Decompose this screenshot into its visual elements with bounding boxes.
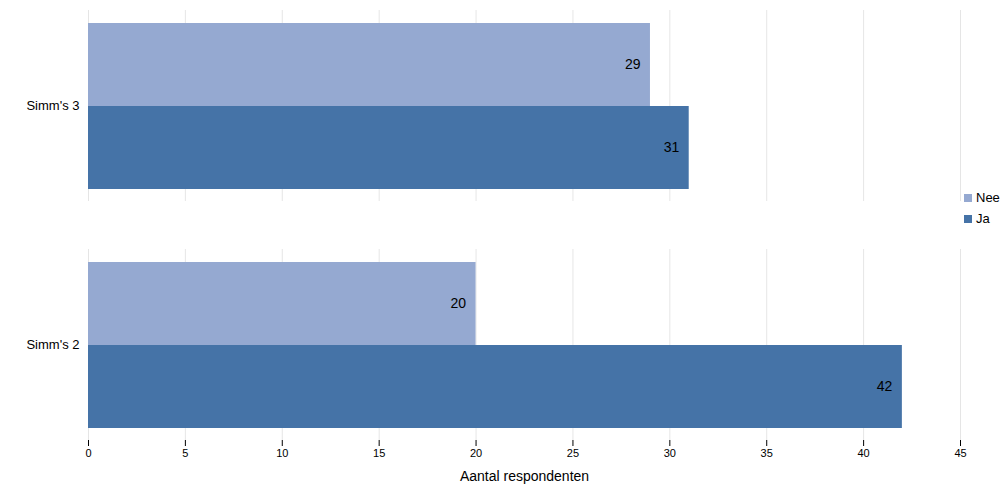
svg-text:42: 42 [877, 378, 893, 394]
svg-text:Simm's 2: Simm's 2 [26, 337, 79, 352]
svg-text:Aantal respondenten: Aantal respondenten [460, 468, 589, 484]
svg-text:10: 10 [276, 447, 288, 459]
svg-text:20: 20 [450, 295, 466, 311]
svg-text:30: 30 [664, 447, 676, 459]
svg-text:15: 15 [373, 447, 385, 459]
svg-text:25: 25 [567, 447, 579, 459]
html-text:Ja: Ja [976, 211, 990, 226]
svg-text:45: 45 [954, 447, 966, 459]
svg-text:31: 31 [664, 139, 680, 155]
svg-text:5: 5 [182, 447, 188, 459]
svg-text:35: 35 [761, 447, 773, 459]
svg-text:Simm's 3: Simm's 3 [26, 98, 79, 113]
svg-text:29: 29 [625, 56, 641, 72]
html-text:Nee: Nee [976, 190, 1000, 205]
svg-text:0: 0 [85, 447, 91, 459]
svg-text:20: 20 [470, 447, 482, 459]
svg-text:40: 40 [857, 447, 869, 459]
